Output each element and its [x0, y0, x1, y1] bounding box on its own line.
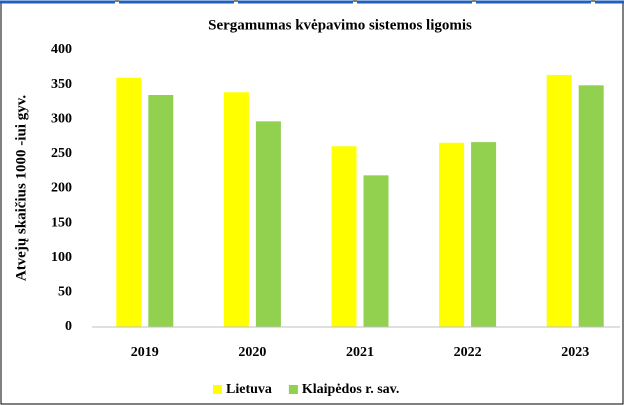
y-tick-label: 100: [51, 250, 72, 265]
y-tick-label: 150: [51, 215, 72, 230]
y-tick-label: 250: [51, 146, 72, 161]
y-tick-label: 300: [51, 111, 72, 126]
legend-swatch: [213, 385, 222, 394]
bar: [223, 92, 249, 328]
x-tick-label: 2023: [561, 345, 589, 360]
bar: [439, 142, 465, 327]
bar: [546, 74, 572, 328]
bar: [578, 85, 604, 327]
y-tick-label: 50: [58, 285, 72, 300]
y-tick-label: 0: [65, 319, 72, 334]
x-tick-label: 2022: [454, 345, 482, 360]
bar: [331, 146, 357, 327]
x-tick-label: 2020: [238, 345, 266, 360]
y-tick-label: 200: [51, 181, 72, 196]
bar: [363, 175, 389, 327]
chart-title: Sergamumas kvėpavimo sistemos ligomis: [208, 17, 472, 33]
bar: [148, 95, 174, 327]
x-tick-label: 2019: [131, 345, 159, 360]
legend-label: Klaipėdos r. sav.: [302, 382, 400, 397]
y-tick-label: 400: [51, 42, 72, 57]
bar: [116, 77, 142, 327]
bar: [255, 121, 281, 327]
y-axis-label: Atvejų skaičius 1000 -iui gyv.: [13, 95, 29, 282]
legend-swatch: [288, 385, 298, 394]
x-tick-label: 2021: [346, 345, 374, 360]
bar: [471, 142, 497, 327]
y-tick-label: 350: [51, 77, 72, 92]
legend-label: Lietuva: [226, 382, 272, 397]
